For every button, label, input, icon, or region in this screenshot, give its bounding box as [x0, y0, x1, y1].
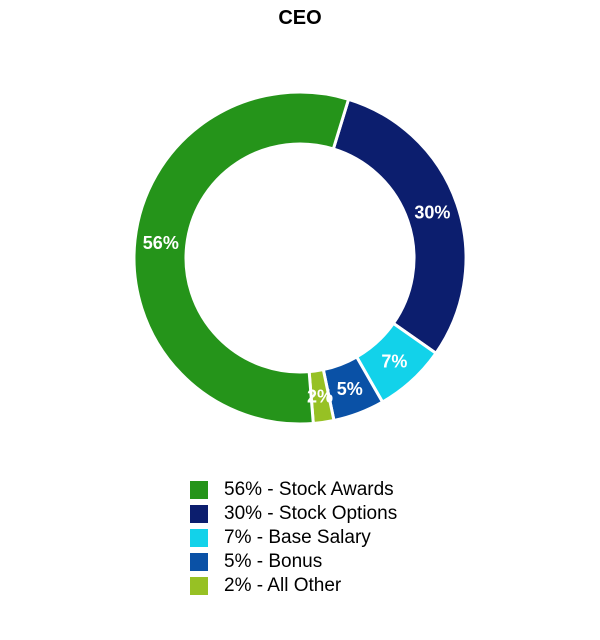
chart-title: CEO — [278, 7, 322, 29]
slice-stock-awards — [132, 90, 351, 426]
data-label-base-salary: 7% — [381, 351, 407, 371]
legend-swatch-stock-awards — [190, 481, 208, 499]
legend-label-base-salary: 7% - Base Salary — [224, 527, 371, 548]
legend-swatch-stock-options — [190, 505, 208, 523]
legend-swatch-all-other — [190, 577, 208, 595]
legend-item-stock-options: 30% - Stock Options — [190, 502, 397, 526]
legend-item-base-salary: 7% - Base Salary — [190, 526, 397, 550]
legend-label-all-other: 2% - All Other — [224, 575, 342, 596]
donut-chart: 30% 7% 5%2% 56% — [132, 90, 468, 426]
legend-swatch-base-salary — [190, 529, 208, 547]
legend-item-all-other: 2% - All Other — [190, 574, 397, 598]
data-label-all-other: 2% — [307, 387, 333, 407]
data-label-bonus: 5% — [337, 379, 363, 399]
legend-label-stock-options: 30% - Stock Options — [224, 503, 398, 524]
legend-item-bonus: 5% - Bonus — [190, 550, 397, 574]
legend-swatch-bonus — [190, 553, 208, 571]
data-label-stock-options: 30% — [414, 202, 450, 222]
legend-item-stock-awards: 56% - Stock Awards — [190, 478, 397, 502]
data-label-stock-awards: 56% — [143, 233, 179, 253]
slice-stock-options — [331, 97, 468, 356]
legend-label-bonus: 5% - Bonus — [224, 551, 323, 572]
legend-label-stock-awards: 56% - Stock Awards — [224, 479, 394, 500]
chart-legend: 56% - Stock Awards 30% - Stock Options 7… — [190, 478, 397, 598]
